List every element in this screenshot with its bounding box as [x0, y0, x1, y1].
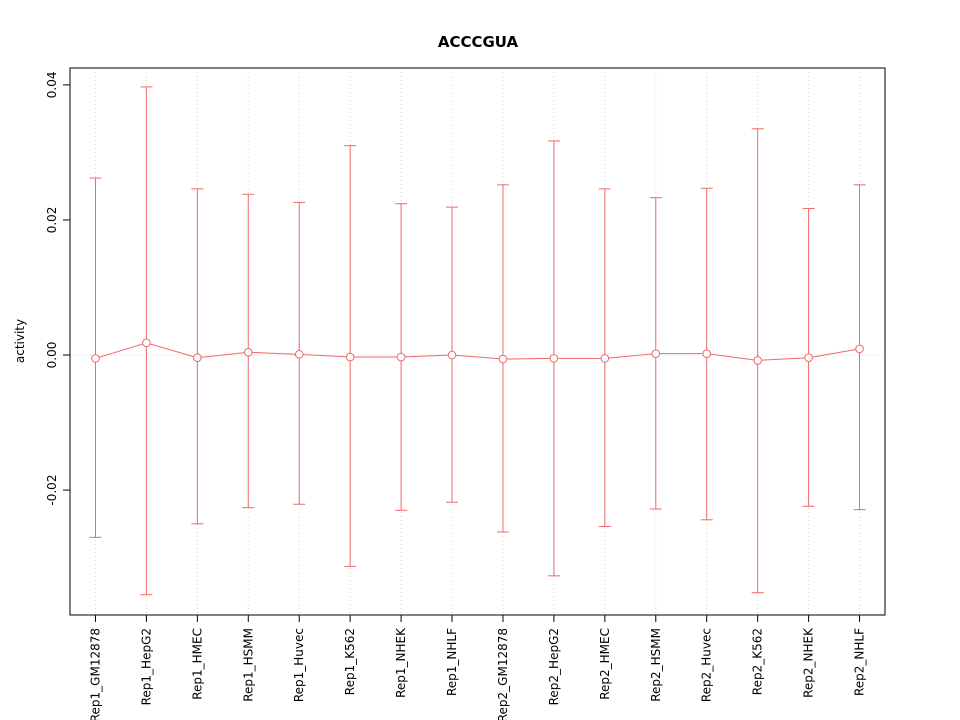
series-layer — [89, 86, 866, 596]
data-point — [804, 353, 813, 363]
x-tick-label: Rep2_HSMM — [649, 628, 663, 702]
data-point — [855, 344, 864, 354]
x-tick-label: Rep2_NHLF — [853, 628, 867, 696]
gridlines — [70, 68, 885, 615]
x-tick-label: Rep2_GM12878 — [496, 628, 510, 720]
data-point — [243, 348, 253, 357]
chart-title: ACCCGUA — [438, 33, 519, 51]
x-tick-label: Rep2_HMEC — [598, 628, 612, 700]
y-axis-label: activity — [13, 319, 27, 363]
x-tick-label: Rep1_K562 — [343, 628, 357, 695]
data-point — [702, 349, 712, 358]
data-point — [549, 354, 559, 363]
data-point — [294, 350, 304, 359]
data-point — [600, 354, 610, 363]
y-tick-label: -0.02 — [45, 475, 59, 506]
data-point — [396, 352, 406, 362]
x-tick-label: Rep2_K562 — [751, 628, 765, 695]
data-point — [651, 349, 661, 358]
x-tick-label: Rep2_Huvec — [700, 628, 714, 702]
x-tick-label: Rep1_HepG2 — [139, 628, 153, 705]
x-tick-label: Rep1_GM12878 — [88, 628, 102, 720]
data-point — [447, 350, 457, 360]
y-tick-label: 0.02 — [45, 207, 59, 234]
x-tick-label: Rep1_HMEC — [190, 628, 204, 700]
x-tick-label: Rep2_HepG2 — [547, 628, 561, 705]
data-point — [498, 354, 508, 364]
x-tick-label: Rep2_NHEK — [802, 627, 816, 698]
data-point — [753, 356, 762, 365]
y-tick-label: 0.04 — [45, 72, 59, 99]
x-tick-label: Rep1_Huvec — [292, 628, 306, 702]
x-tick-label: Rep1_HSMM — [241, 628, 255, 702]
data-point — [142, 338, 151, 348]
axes-layer: -0.02 0.00 0.02 0.04 Rep1_GM12878 Rep1_HepG2 R… — [45, 67, 886, 720]
y-tick-label: 0.00 — [45, 342, 59, 369]
data-point — [91, 354, 100, 363]
plot-box — [69, 67, 886, 616]
data-point — [193, 353, 202, 363]
data-point — [345, 352, 355, 362]
series-line — [95, 342, 860, 361]
x-tick-label: Rep1_NHEK — [394, 627, 408, 698]
x-tick-label: Rep1_NHLF — [445, 628, 459, 696]
